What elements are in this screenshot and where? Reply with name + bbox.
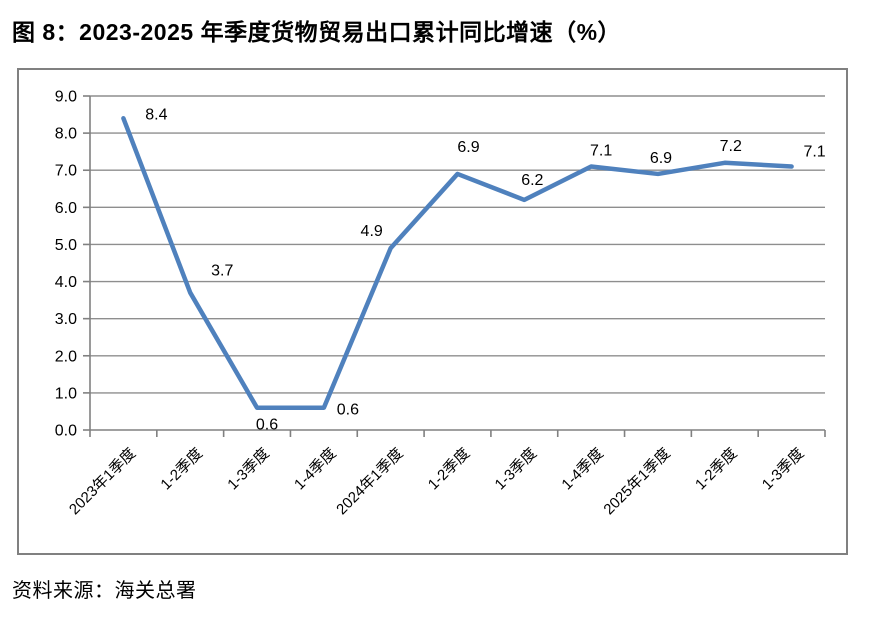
figure-title: 图 8：2023-2025 年季度货物贸易出口累计同比增速（%）: [12, 19, 622, 45]
x-tick-label: 1-3季度: [224, 445, 273, 494]
data-label: 0.6: [256, 417, 278, 434]
y-tick-label: 0.0: [55, 423, 77, 440]
data-label: 7.1: [803, 144, 825, 161]
y-tick-label: 8.0: [55, 126, 77, 143]
axis-ticks: [83, 95, 826, 437]
data-label: 6.9: [650, 150, 672, 167]
source-note: 资料来源：海关总署: [12, 580, 197, 602]
y-tick-label: 9.0: [55, 89, 77, 106]
data-label: 3.7: [211, 263, 233, 280]
y-tick-label: 7.0: [55, 163, 77, 180]
y-tick-label: 3.0: [55, 311, 77, 328]
y-tick-label: 6.0: [55, 200, 77, 217]
gridlines: [90, 95, 825, 394]
data-label: 7.1: [590, 143, 612, 160]
line-chart-area: 0.0 1.0 2.0 3.0 4.0 5.0 6.0 7.0 8.0 9.0 2023年1季度 1-…: [17, 68, 848, 555]
data-label: 8.4: [145, 106, 167, 123]
x-tick-label: 1-2季度: [692, 445, 741, 494]
data-labels: 8.4 3.7 0.6 0.6 4.9 6.9 6.2 7.1 6.9 7.2 7.1: [145, 106, 826, 433]
y-tick-label: 1.0: [55, 385, 77, 402]
x-tick-label: 1-4季度: [558, 445, 607, 494]
x-tick-label: 1-3季度: [759, 445, 808, 494]
y-axis-labels: 0.0 1.0 2.0 3.0 4.0 5.0 6.0 7.0 8.0 9.0: [55, 89, 77, 440]
y-tick-label: 5.0: [55, 237, 77, 254]
x-tick-label: 1-2季度: [157, 445, 206, 494]
line-chart-svg: 0.0 1.0 2.0 3.0 4.0 5.0 6.0 7.0 8.0 9.0 2023年1季度 1-…: [55, 89, 826, 519]
x-tick-label: 2024年1季度: [333, 445, 406, 518]
x-tick-label: 2023年1季度: [66, 445, 139, 518]
data-label: 7.2: [720, 138, 742, 155]
y-tick-label: 2.0: [55, 348, 77, 365]
x-tick-label: 1-4季度: [291, 445, 340, 494]
x-tick-label: 1-2季度: [425, 445, 474, 494]
data-label: 6.9: [457, 139, 479, 156]
data-label: 0.6: [337, 402, 359, 419]
data-label: 4.9: [361, 223, 383, 240]
x-tick-label: 2025年1季度: [600, 445, 673, 518]
axes: [89, 96, 825, 431]
y-tick-label: 4.0: [55, 274, 77, 291]
trend-line: [121, 116, 794, 410]
data-label: 6.2: [521, 172, 543, 189]
x-tick-label: 1-3季度: [492, 445, 541, 494]
